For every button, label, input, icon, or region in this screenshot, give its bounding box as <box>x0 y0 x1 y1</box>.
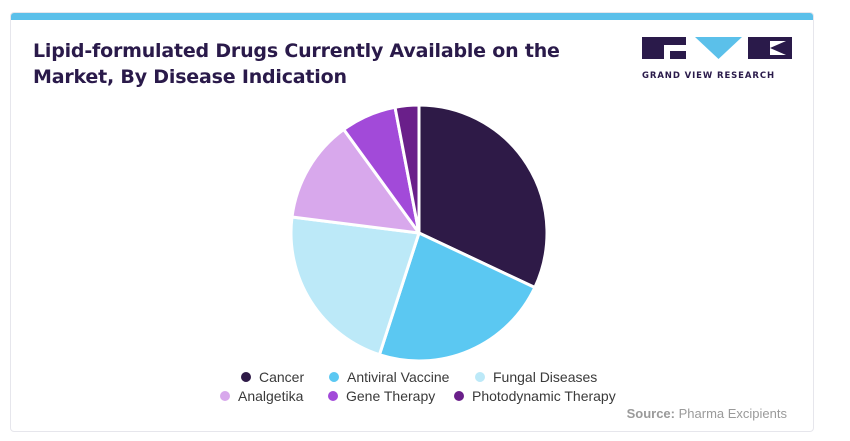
legend-swatch <box>328 391 338 401</box>
pie-chart <box>289 103 549 363</box>
pie-slice-photodynamic-therapy <box>393 103 421 235</box>
legend-swatch <box>220 391 230 401</box>
legend-label: Photodynamic Therapy <box>472 388 616 404</box>
pie-slice-antiviral-vaccine <box>377 231 537 363</box>
pie-slice-fungal-diseases <box>289 215 421 357</box>
legend-swatch <box>241 372 251 382</box>
brand-logo-icon <box>642 37 792 59</box>
legend-item: Gene Therapy <box>328 388 435 404</box>
legend-swatch <box>475 372 485 382</box>
chart-title: Lipid-formulated Drugs Currently Availab… <box>33 40 560 88</box>
pie-slice-analgetika <box>290 127 421 235</box>
source-note: Source: Pharma Excipients <box>627 406 787 421</box>
brand-name: GRAND VIEW RESEARCH <box>642 71 775 81</box>
pie-slice-cancer <box>417 103 549 289</box>
legend-label: Gene Therapy <box>346 388 436 404</box>
accent-bar <box>11 13 813 20</box>
source-text: Pharma Excipients <box>678 406 787 421</box>
legend-item: Analgetika <box>220 388 303 404</box>
legend-swatch <box>454 391 464 401</box>
chart-card: Lipid-formulated Drugs Currently Availab… <box>10 12 814 432</box>
legend-label: Analgetika <box>238 388 304 404</box>
legend-item: Photodynamic Therapy <box>454 388 616 404</box>
source-prefix: Source: <box>626 406 675 421</box>
legend-swatch <box>329 372 339 382</box>
